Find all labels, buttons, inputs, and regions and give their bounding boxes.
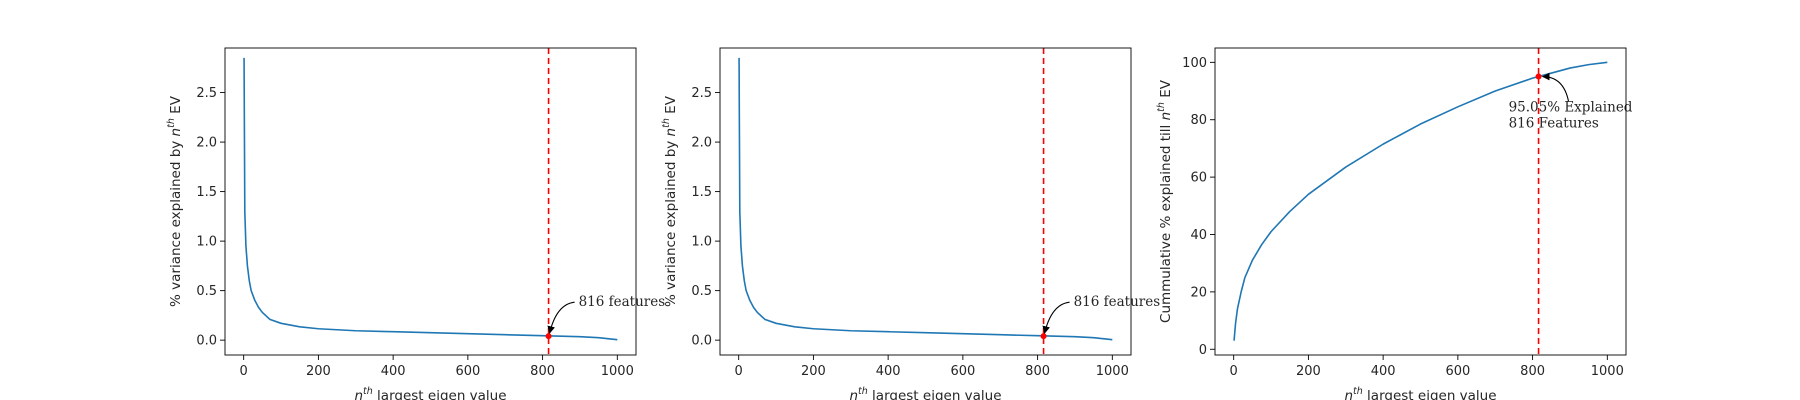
chart-2-annotation-text: 816 features (1074, 294, 1161, 310)
chart-3-x-tick-label: 200 (1296, 364, 1321, 379)
chart-1-x-tick-label: 1000 (601, 364, 634, 379)
chart-1-x-tick-label: 400 (381, 364, 406, 379)
chart-3-x-tick-label: 1000 (1591, 364, 1624, 379)
chart-2-x-tick-label: 1000 (1096, 364, 1129, 379)
chart-1-x-tick-label: 0 (240, 364, 248, 379)
chart-2-y-tick-label: 0.0 (691, 334, 712, 349)
chart-2-axes-group: 0 200 400 600 800 1000 0.0 0.5 1.0 1.5 2.0 2.5 816 f… (661, 47, 1161, 400)
chart-3-y-tick-label: 60 (1190, 171, 1207, 186)
chart-2-highlight-point (1040, 333, 1047, 340)
chart-3-x-tick-label: 600 (1445, 364, 1470, 379)
chart-1-x-tick-label: 200 (306, 364, 331, 379)
chart-3-axes-group: 0 200 400 600 800 1000 0 20 40 60 80 100 95.05% Expl… (1156, 47, 1633, 400)
chart-3-highlight-point (1535, 73, 1542, 80)
chart-1-axes-group: 0 200 400 600 800 1000 0.0 0.5 1.0 1.5 2.0 2.5 816 f… (166, 47, 666, 400)
chart-3-x-tick-label: 400 (1371, 364, 1396, 379)
chart-2-annotation-arrow (1042, 301, 1070, 334)
chart-3-x-tick-label: 0 (1230, 364, 1238, 379)
chart-3-y-tick-label: 100 (1182, 56, 1207, 71)
chart-3-annotation-text: 95.05% Explained 816 Features (1509, 100, 1633, 132)
chart-2-y-tick-label: 1.0 (691, 235, 712, 250)
chart-3-annotation-arrow (1541, 72, 1570, 102)
chart-1-y-tick-label: 1.0 (196, 235, 217, 250)
chart-3-y-tick-label: 20 (1190, 285, 1207, 300)
chart-3-y-tick-label: 40 (1190, 228, 1207, 243)
chart-1-x-tick-label: 600 (455, 364, 480, 379)
chart-2-y-tick-label: 1.5 (691, 185, 712, 200)
chart-1-annotation-text: 816 features (579, 294, 666, 310)
chart-1-y-tick-label: 1.5 (196, 185, 217, 200)
chart-2-x-tick-label: 600 (950, 364, 975, 379)
chart-1-x-axis-label: nth largest eigen value (354, 386, 506, 400)
chart-1-y-tick-label: 0.5 (196, 284, 217, 299)
chart-3-annotation-line: 95.05% Explained (1509, 100, 1633, 116)
chart-2-y-tick-label: 2.5 (691, 86, 712, 101)
chart-1-annotation-line: 816 features (579, 294, 666, 310)
chart-1-x-tick-label: 800 (530, 364, 555, 379)
chart-3-y-axis-label: Cummulative % explained till nth EV (1156, 79, 1174, 323)
chart-3-x-tick-label: 800 (1520, 364, 1545, 379)
chart-3-y-tick-label: 0 (1199, 343, 1207, 358)
chart-1-highlight-point (545, 333, 552, 340)
chart-1-plot-frame (224, 47, 637, 356)
chart-2-x-tick-label: 200 (801, 364, 826, 379)
chart-1-y-axis-label: % variance explained by nth EV (166, 95, 184, 307)
chart-2-x-tick-label: 400 (876, 364, 901, 379)
chart-3-annotation-line: 816 Features (1509, 116, 1599, 132)
chart-1-y-tick-label: 2.5 (196, 86, 217, 101)
chart-2-y-axis-label: % variance explained by nth EV (661, 95, 679, 307)
chart-2-series-line (738, 57, 1113, 341)
chart-1-y-tick-label: 2.0 (196, 136, 217, 151)
chart-1-y-tick-label: 0.0 (196, 334, 217, 349)
chart-2-y-tick-label: 2.0 (691, 136, 712, 151)
chart-2-y-tick-label: 0.5 (691, 284, 712, 299)
chart-1-series-line (243, 57, 618, 341)
chart-2-x-axis-label: nth largest eigen value (849, 386, 1001, 400)
chart-3-plot-frame (1214, 47, 1627, 356)
chart-3-y-tick-label: 80 (1190, 113, 1207, 128)
chart-2-x-tick-label: 800 (1025, 364, 1050, 379)
chart-3-x-axis-label: nth largest eigen value (1344, 386, 1496, 400)
chart-1-annotation-arrow (547, 301, 575, 334)
chart-2-annotation-line: 816 features (1074, 294, 1161, 310)
chart-2-x-tick-label: 0 (735, 364, 743, 379)
chart-2-plot-frame (719, 47, 1132, 356)
